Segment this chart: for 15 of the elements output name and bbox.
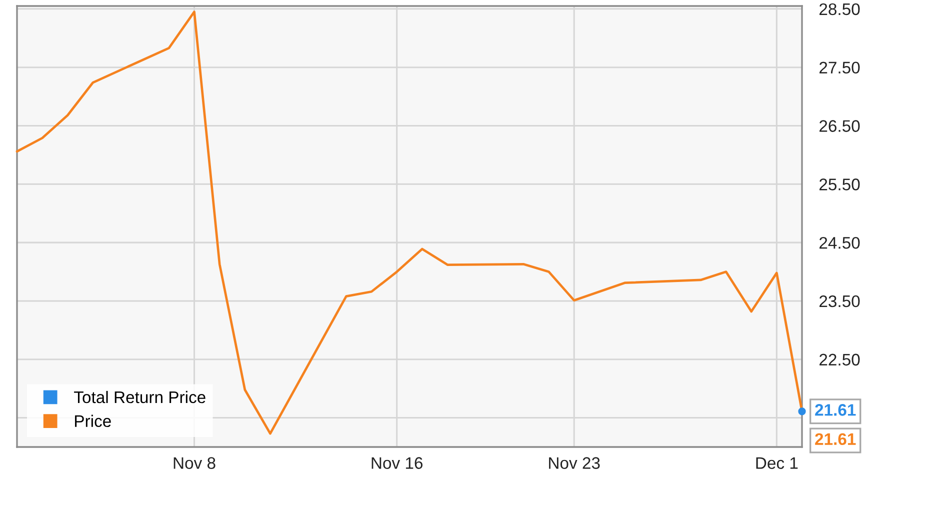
legend-label: Price	[75, 414, 111, 428]
legend-label: Total Return Price	[74, 390, 206, 404]
data-label: 21.61	[815, 404, 856, 416]
y-tick-label: 27.50	[820, 62, 860, 74]
y-tick-label: 25.50	[820, 178, 860, 190]
y-tick-label: 28.50	[820, 3, 860, 16]
x-tick-label: Dec 1	[756, 457, 798, 469]
data-label: 21.61	[815, 433, 856, 446]
y-tick-label: 23.50	[820, 295, 860, 308]
y-tick-label: 22.50	[820, 354, 860, 366]
x-tick-label: Nov 23	[549, 457, 600, 469]
x-tick-label: Nov 8	[174, 457, 216, 469]
y-tick-label: 24.50	[820, 236, 860, 249]
y-tick-label: 26.50	[820, 120, 860, 132]
x-tick-label: Nov 16	[372, 457, 423, 469]
